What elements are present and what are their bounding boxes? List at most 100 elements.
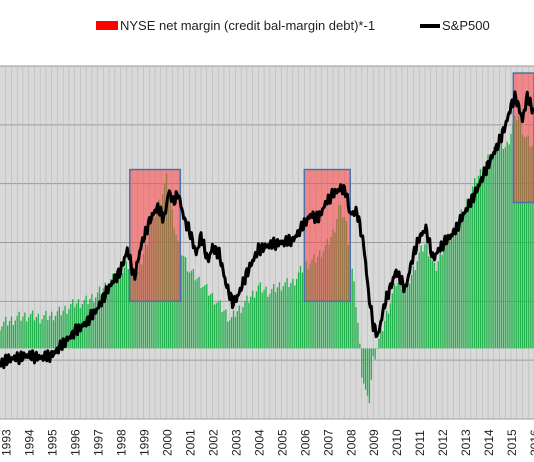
bar <box>121 273 124 349</box>
bar <box>14 320 16 349</box>
bar <box>276 287 279 349</box>
bar <box>433 262 436 349</box>
bar <box>481 175 483 349</box>
legend-item-net-margin: NYSE net margin (credit bal-margin debt)… <box>96 18 375 33</box>
bar <box>117 270 120 349</box>
bar <box>207 295 210 349</box>
bar <box>259 282 261 349</box>
x-tick-label: 1998 <box>115 429 129 456</box>
bar <box>186 271 189 349</box>
bar <box>445 241 447 349</box>
x-tick-label: 1997 <box>92 429 106 456</box>
bar <box>45 310 47 349</box>
bar <box>188 272 191 349</box>
bar <box>56 311 59 349</box>
bar <box>355 307 357 349</box>
bar <box>127 269 129 349</box>
bar <box>37 313 39 349</box>
bar <box>288 287 290 349</box>
bar <box>531 145 533 349</box>
bar <box>54 315 57 349</box>
bar <box>133 277 135 349</box>
x-tick-label: 2012 <box>436 429 450 456</box>
x-tick-label: 2003 <box>229 429 243 456</box>
bar <box>443 248 445 349</box>
bar <box>192 269 194 349</box>
x-tick-label: 2015 <box>505 429 519 456</box>
bar <box>418 252 420 349</box>
bar <box>284 282 286 349</box>
bar <box>41 319 43 349</box>
x-tick-label: 2008 <box>344 429 358 456</box>
bar <box>52 320 55 349</box>
bar <box>119 278 122 349</box>
chart-legend: NYSE net margin (credit bal-margin debt)… <box>0 18 534 38</box>
legend-swatch-sp500 <box>420 23 440 28</box>
bar <box>502 148 505 349</box>
bar <box>374 348 376 360</box>
bar <box>51 311 53 349</box>
x-tick-label: 2005 <box>275 429 289 456</box>
bar <box>493 146 495 349</box>
bar <box>479 168 482 349</box>
bar <box>114 281 116 349</box>
bar <box>512 124 514 349</box>
bar <box>529 147 531 349</box>
bar <box>238 305 240 349</box>
x-tick-label: 2009 <box>367 429 381 456</box>
bar <box>410 274 413 349</box>
bar <box>66 314 68 349</box>
x-tick-label: 1993 <box>0 429 14 456</box>
bar <box>280 290 283 349</box>
bar <box>3 321 5 349</box>
bar <box>96 292 99 349</box>
bar <box>385 310 388 349</box>
bar <box>439 251 441 349</box>
bar <box>378 338 380 349</box>
x-tick-label: 2011 <box>413 430 427 456</box>
bar <box>301 272 304 349</box>
bar <box>297 272 300 349</box>
bar <box>33 320 36 349</box>
bar <box>382 331 384 349</box>
bar <box>196 278 198 349</box>
bar <box>62 310 64 349</box>
bar <box>190 270 193 349</box>
bar <box>225 309 227 349</box>
bar <box>372 348 374 357</box>
bar <box>232 310 235 349</box>
bar <box>487 154 489 349</box>
bar <box>209 294 212 349</box>
bar <box>26 321 28 349</box>
bar <box>39 323 41 349</box>
legend-item-sp500: S&P500 <box>420 18 490 33</box>
x-tick-label: 1996 <box>69 429 83 456</box>
bar <box>361 348 363 378</box>
bar <box>384 320 386 349</box>
bar <box>452 226 455 349</box>
bar <box>441 255 443 349</box>
bar <box>269 293 271 349</box>
bar <box>31 310 34 349</box>
bar <box>98 286 101 349</box>
bar <box>405 282 407 349</box>
sp500-line <box>0 90 534 370</box>
bar <box>47 320 49 349</box>
bar <box>315 262 317 349</box>
x-tick-label: 1999 <box>138 429 152 456</box>
x-tick-label: 1995 <box>46 429 60 456</box>
bar <box>510 133 512 349</box>
bar <box>198 276 200 349</box>
bar <box>1 326 3 349</box>
bar <box>523 137 526 349</box>
bar <box>91 294 93 349</box>
bar <box>261 292 263 349</box>
bar <box>504 147 506 349</box>
bar <box>227 321 229 349</box>
bar <box>60 315 62 349</box>
bar <box>305 261 307 349</box>
bar <box>462 214 464 349</box>
bar <box>420 245 422 349</box>
bar <box>399 279 401 349</box>
bar <box>282 286 284 349</box>
